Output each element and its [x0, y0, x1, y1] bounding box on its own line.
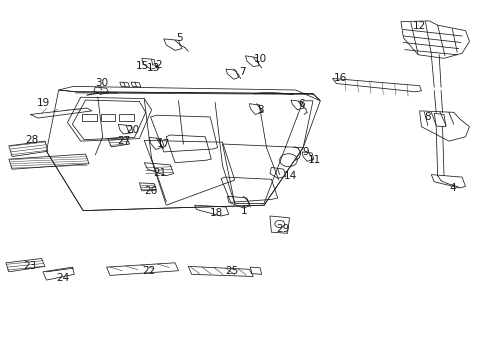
Text: 14: 14	[283, 171, 296, 181]
Text: 4: 4	[449, 183, 456, 193]
Text: 5: 5	[176, 33, 183, 43]
Text: 19: 19	[37, 98, 50, 108]
Text: 13: 13	[146, 63, 160, 73]
Text: 26: 26	[144, 186, 157, 196]
Text: 18: 18	[210, 208, 223, 218]
Text: 2: 2	[155, 60, 162, 70]
Text: 25: 25	[224, 266, 238, 276]
Text: 1: 1	[240, 206, 247, 216]
Text: 15: 15	[135, 60, 148, 71]
Text: 28: 28	[25, 135, 39, 145]
Text: 23: 23	[23, 261, 37, 271]
Text: 27: 27	[117, 136, 130, 147]
Text: 10: 10	[254, 54, 267, 64]
Text: 9: 9	[302, 147, 308, 157]
Text: 12: 12	[412, 21, 426, 31]
Text: 11: 11	[307, 155, 321, 165]
Text: 24: 24	[56, 273, 69, 283]
Text: 6: 6	[298, 99, 305, 109]
Text: 20: 20	[126, 125, 139, 135]
Text: 21: 21	[153, 168, 166, 178]
Text: 30: 30	[95, 78, 108, 88]
Text: 8: 8	[424, 112, 430, 122]
Text: 29: 29	[276, 224, 289, 234]
Text: 7: 7	[238, 67, 245, 77]
Text: 22: 22	[142, 266, 155, 276]
Text: 17: 17	[156, 139, 169, 149]
Text: 3: 3	[256, 105, 263, 115]
Text: 16: 16	[333, 73, 346, 84]
